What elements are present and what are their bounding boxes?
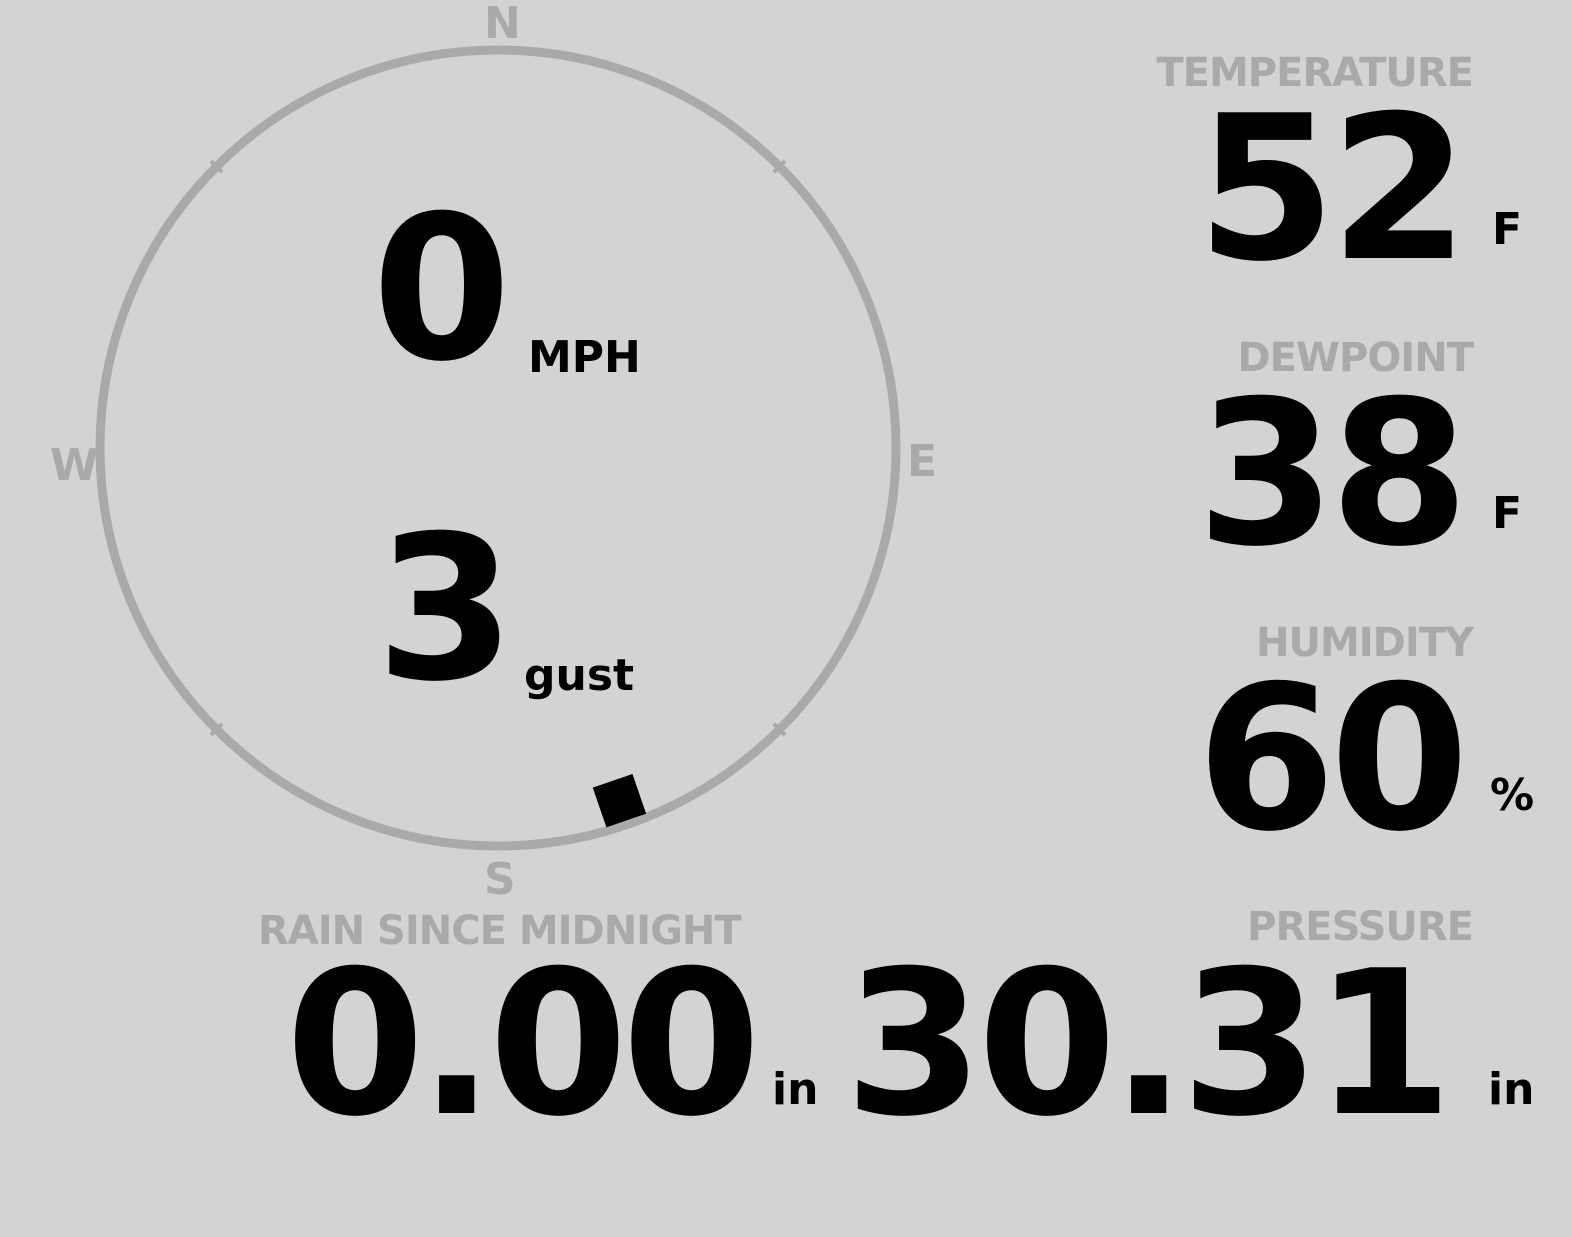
temperature-unit: F bbox=[1492, 204, 1523, 255]
wind-gust-value: 3 bbox=[376, 493, 515, 726]
pressure-label: PRESSURE bbox=[1247, 904, 1474, 950]
wind-speed-unit: MPH bbox=[528, 332, 641, 383]
pressure-value: 30.31 bbox=[844, 928, 1453, 1161]
compass-tick bbox=[209, 159, 224, 174]
humidity-unit: % bbox=[1490, 770, 1535, 821]
compass-east-label: E bbox=[907, 436, 938, 487]
dewpoint-value: 38 bbox=[1196, 358, 1469, 591]
compass-south-label: S bbox=[484, 854, 516, 905]
wind-compass bbox=[95, 45, 901, 851]
temperature-value: 52 bbox=[1196, 73, 1469, 306]
compass-tick bbox=[209, 722, 224, 737]
dewpoint-unit: F bbox=[1492, 488, 1523, 539]
temperature-label: TEMPERATURE bbox=[1156, 50, 1474, 96]
dewpoint-label: DEWPOINT bbox=[1237, 335, 1474, 381]
pressure-unit: in bbox=[1488, 1064, 1535, 1115]
compass-tick bbox=[772, 159, 787, 174]
temperature-card: TEMPERATURE bbox=[1156, 50, 1474, 96]
compass-north-label: N bbox=[484, 0, 521, 49]
wind-gust-unit: gust bbox=[524, 650, 635, 701]
humidity-value: 60 bbox=[1196, 643, 1469, 876]
compass-ring bbox=[95, 45, 901, 851]
humidity-label: HUMIDITY bbox=[1256, 620, 1474, 666]
rain-unit: in bbox=[772, 1064, 819, 1115]
wind-direction-marker bbox=[592, 773, 647, 828]
rain-label: RAIN SINCE MIDNIGHT bbox=[258, 908, 742, 954]
rain-value: 0.00 bbox=[285, 928, 761, 1161]
compass-west-label: W bbox=[50, 440, 99, 491]
wind-speed-value: 0 bbox=[372, 173, 511, 406]
compass-tick bbox=[772, 722, 787, 737]
